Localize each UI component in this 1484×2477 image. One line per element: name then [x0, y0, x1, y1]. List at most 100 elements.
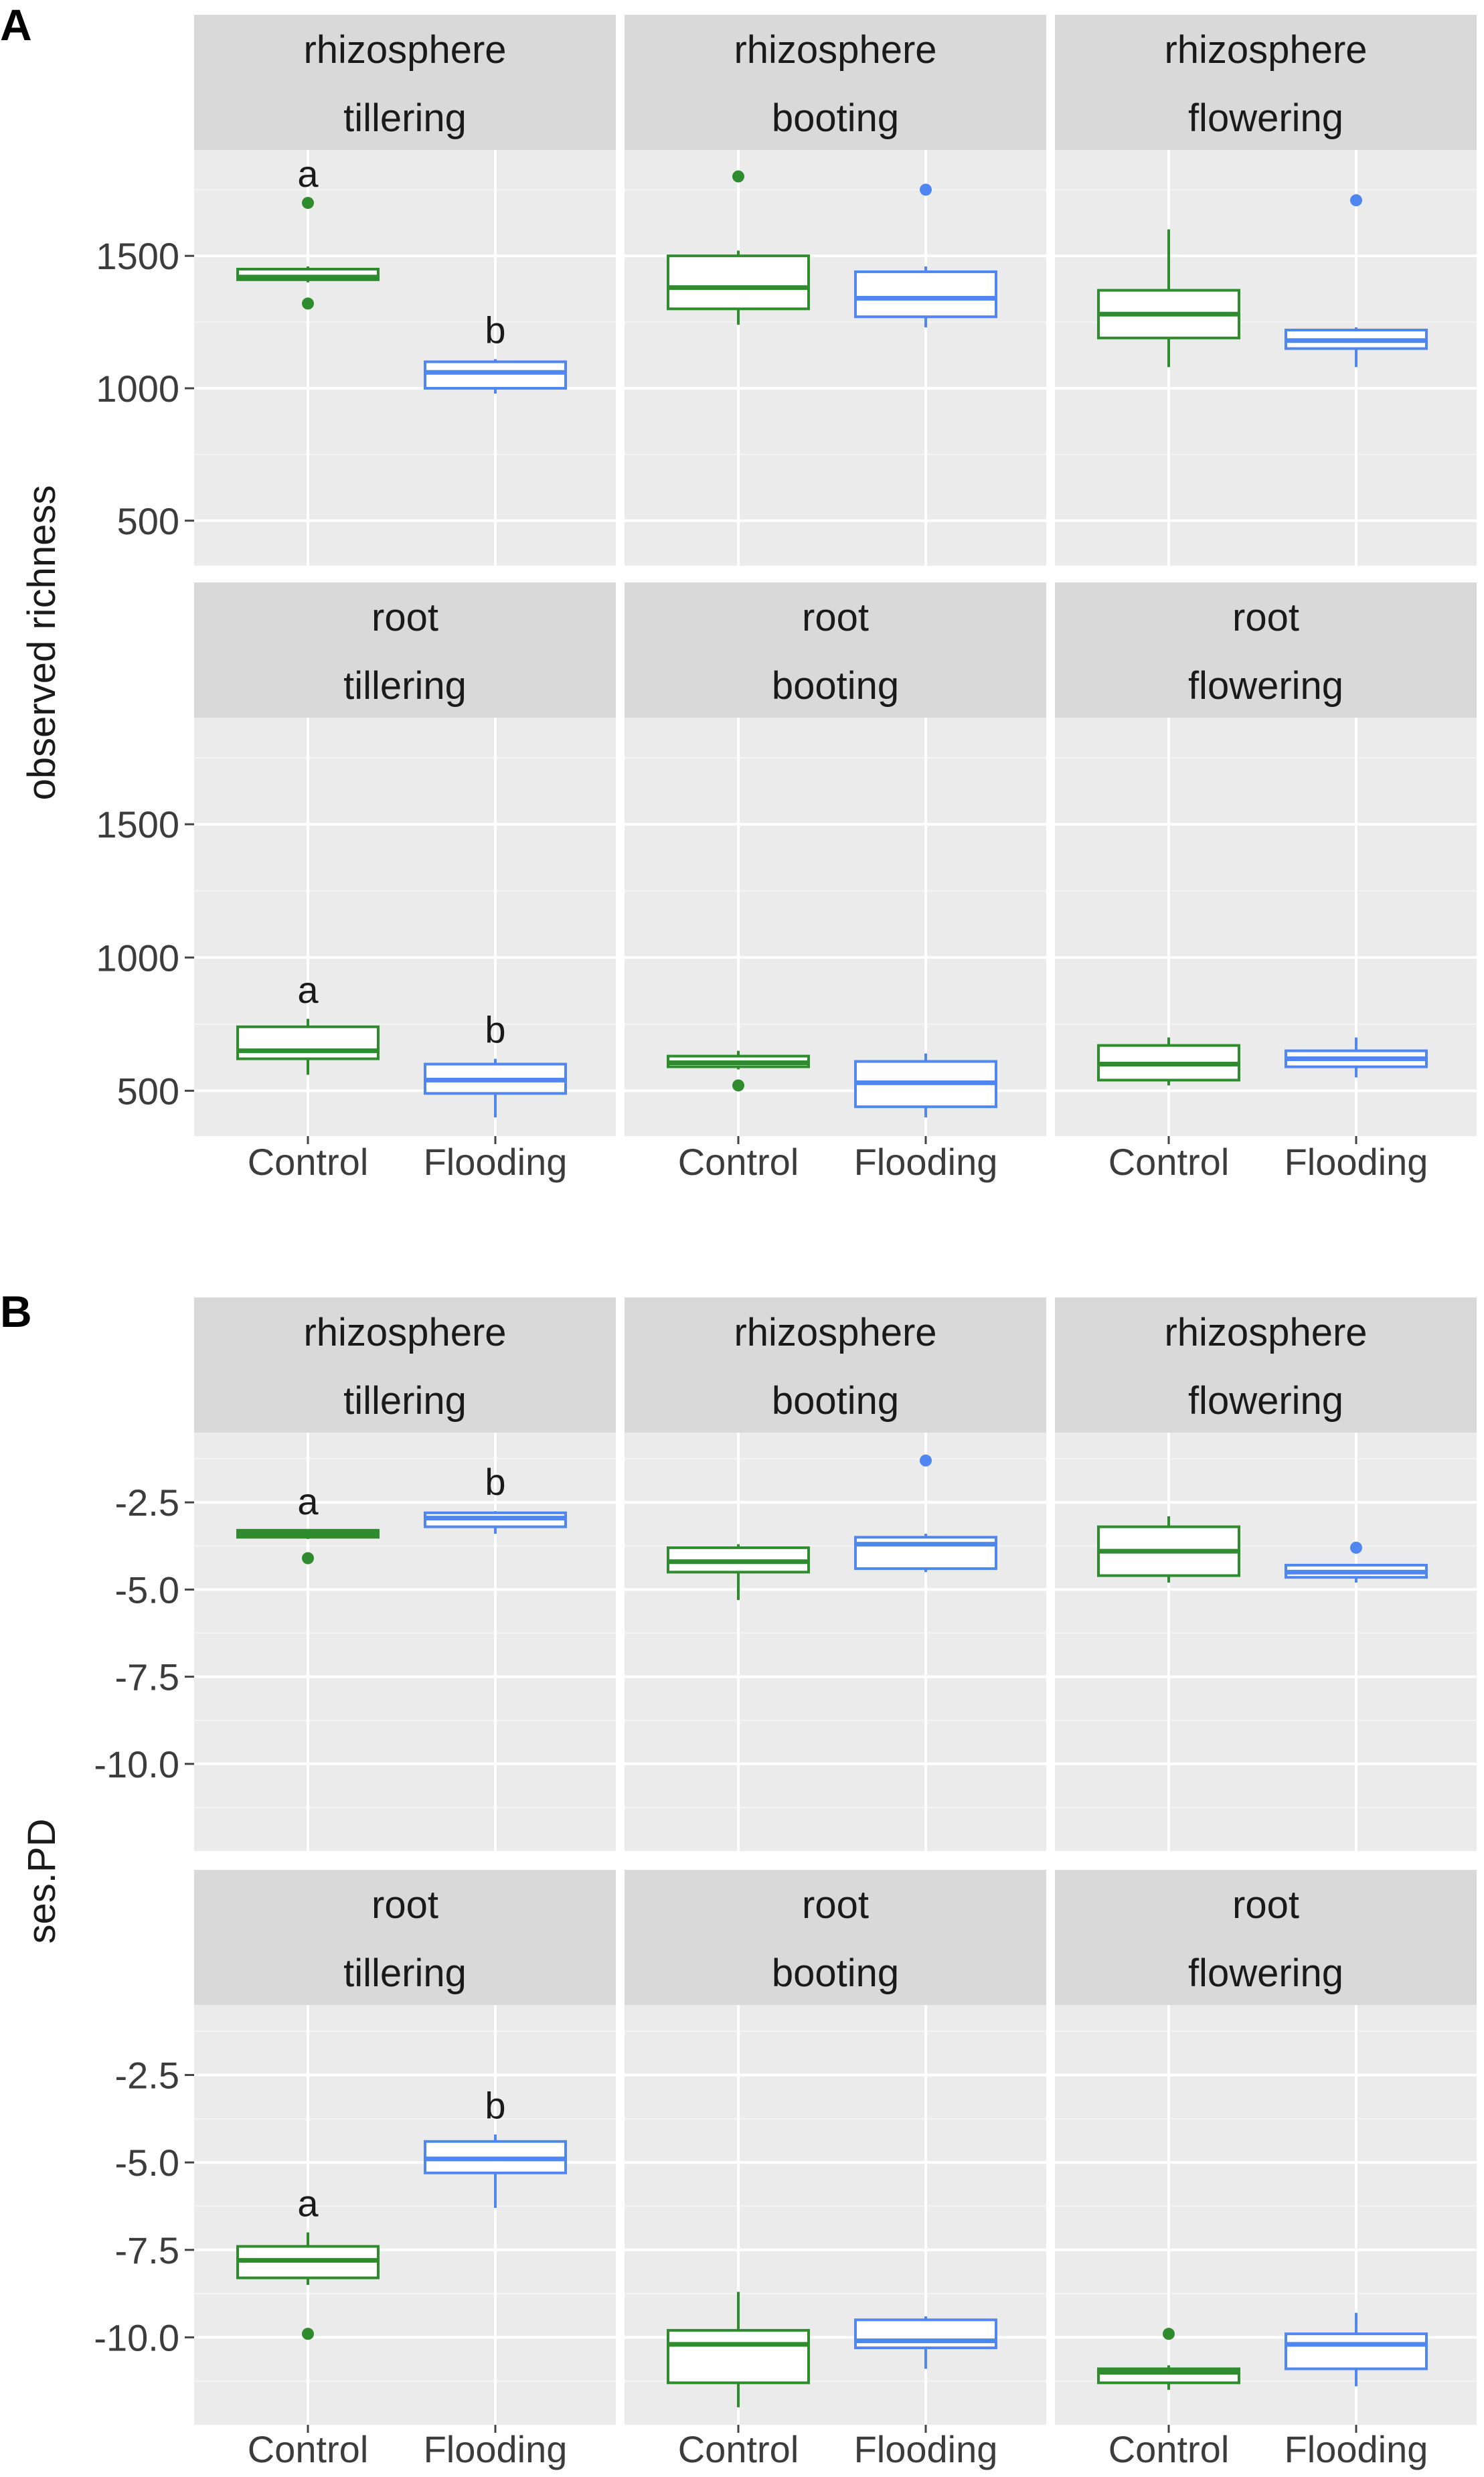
x-tick-label: Flooding — [424, 2428, 568, 2470]
x-tick-label: Control — [248, 1141, 369, 1183]
strip-label-line2: flowering — [1188, 1951, 1343, 1995]
box-flooding — [1285, 194, 1428, 368]
box-flooding — [1285, 1541, 1428, 1583]
strip-label-line1: rhizosphere — [303, 1311, 506, 1354]
x-tick-label: Flooding — [1285, 2428, 1428, 2470]
strip-label-line1: root — [372, 1883, 438, 1927]
y-tick-label: -2.5 — [115, 1482, 180, 1524]
box-control: a — [236, 153, 380, 310]
plot-background — [625, 150, 1046, 566]
x-tick-label: Control — [678, 1141, 799, 1183]
facet-strip — [1055, 1297, 1477, 1433]
strip-label-line1: root — [1232, 596, 1299, 639]
box-iqr — [854, 270, 997, 319]
strip-label-line1: root — [372, 596, 438, 639]
x-tick-label: Flooding — [854, 1141, 998, 1183]
x-tick-label: Flooding — [1285, 1141, 1428, 1183]
x-tick-label: Flooding — [854, 2428, 998, 2470]
strip-label-line1: root — [802, 596, 869, 639]
significance-letter: a — [297, 1480, 319, 1522]
box-flooding: b — [424, 309, 567, 394]
box-flooding — [854, 183, 997, 328]
y-tick-label: 500 — [117, 1070, 179, 1112]
box-iqr — [1285, 2332, 1428, 2371]
y-tick-label: 500 — [117, 500, 179, 542]
strip-label-line1: root — [1232, 1883, 1299, 1927]
outlier-point — [920, 1454, 932, 1467]
box-control — [1097, 1037, 1240, 1086]
box-flooding — [1285, 2312, 1428, 2387]
box-iqr — [667, 2328, 810, 2385]
outlier-point — [732, 1079, 744, 1092]
y-tick-label: -5.0 — [115, 1569, 180, 1611]
box-control — [667, 1544, 810, 1600]
box-flooding: b — [424, 1461, 567, 1534]
y-tick-label: -5.0 — [115, 2142, 180, 2184]
box-control: a — [236, 1480, 380, 1565]
box-control: a — [236, 969, 380, 1075]
plot-background — [1055, 1433, 1477, 1851]
y-tick-label: 1500 — [96, 803, 179, 846]
outlier-point — [1163, 2328, 1175, 2340]
y-axis-title: ses.PD — [20, 1819, 64, 1944]
facet-strip — [625, 582, 1046, 718]
strip-label-line1: rhizosphere — [303, 28, 506, 72]
x-tick-label: Control — [1108, 1141, 1230, 1183]
strip-label-line2: flowering — [1188, 96, 1343, 140]
box-flooding: b — [424, 2084, 567, 2209]
strip-label-line2: flowering — [1188, 1379, 1343, 1423]
box-iqr — [236, 1025, 380, 1060]
strip-label-line2: tillering — [343, 664, 467, 708]
strip-label-line2: booting — [772, 1951, 899, 1995]
significance-letter: a — [297, 969, 319, 1011]
facet-strip — [625, 1297, 1046, 1433]
box-flooding — [854, 1454, 997, 1573]
x-tick-label: Control — [248, 2428, 369, 2470]
significance-letter: a — [297, 2182, 319, 2225]
y-tick-label: 1000 — [96, 937, 179, 979]
outlier-point — [920, 183, 932, 196]
facet-panel: root booting Control Flooding — [625, 1870, 1046, 2470]
box-control — [667, 2292, 810, 2407]
x-tick-label: Control — [678, 2428, 799, 2470]
facet-panel: rhizosphere tillering a b — [194, 1297, 616, 1851]
strip-label-line1: rhizosphere — [1164, 1311, 1367, 1354]
box-iqr — [667, 254, 810, 311]
y-tick-label: 1500 — [96, 235, 179, 277]
facet-panel: rhizosphere booting — [625, 15, 1046, 566]
strip-label-line1: rhizosphere — [734, 28, 936, 72]
facet-strip — [1055, 15, 1477, 150]
y-tick-label: -10.0 — [94, 1743, 179, 1785]
outlier-point — [302, 297, 314, 310]
box-control: a — [236, 2182, 380, 2340]
y-tick-label: 1000 — [96, 368, 179, 410]
significance-letter: b — [485, 309, 505, 351]
facet-strip — [194, 1297, 616, 1433]
facet-panel: rhizosphere tillering a b — [194, 15, 616, 566]
y-axis-title: observed richness — [20, 485, 64, 801]
strip-label-line2: tillering — [343, 1379, 467, 1423]
box-control — [1097, 2328, 1240, 2390]
outlier-point — [732, 170, 744, 183]
strip-label-line1: root — [802, 1883, 869, 1927]
facet-panel: root tillering a b Control Flooding — [194, 582, 616, 1183]
facet-strip — [625, 1870, 1046, 2005]
box-control — [667, 1050, 810, 1092]
x-tick-label: Flooding — [424, 1141, 568, 1183]
strip-label-line1: rhizosphere — [1164, 28, 1367, 72]
outlier-point — [302, 1552, 314, 1565]
facet-strip — [194, 582, 616, 718]
facet-strip — [194, 15, 616, 150]
y-tick-label: -7.5 — [115, 1656, 180, 1698]
facet-strip — [194, 1870, 616, 2005]
facet-strip — [1055, 582, 1477, 718]
panel-letter-B: B — [0, 1287, 32, 1336]
plot-background — [194, 150, 616, 566]
plot-background — [1055, 150, 1477, 566]
box-control — [667, 170, 810, 325]
panel-letter-A: A — [0, 0, 32, 50]
significance-letter: b — [485, 1009, 505, 1051]
